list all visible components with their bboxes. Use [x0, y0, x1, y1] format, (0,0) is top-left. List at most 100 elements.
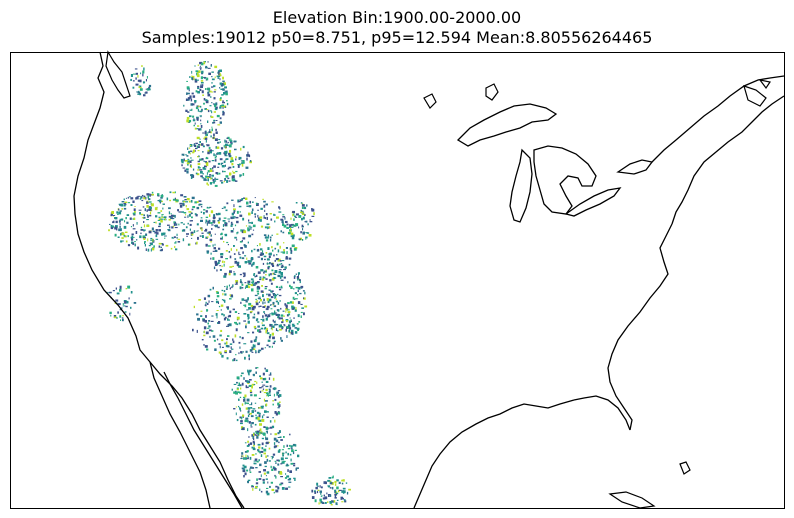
sample-pixel — [249, 456, 252, 460]
sample-pixel — [336, 504, 338, 506]
sample-pixel — [245, 325, 247, 329]
sample-pixel — [124, 235, 127, 238]
sample-pixel — [219, 87, 221, 89]
sample-pixel — [280, 439, 283, 441]
sample-pixel — [265, 274, 267, 276]
sample-pixel — [231, 212, 234, 216]
sample-pixel — [254, 380, 257, 383]
sample-pixel — [235, 406, 237, 408]
sample-pixel — [251, 351, 254, 353]
sample-pixel — [200, 171, 203, 174]
sample-pixel — [220, 233, 222, 236]
sample-pixel — [246, 457, 249, 460]
sample-pixel — [131, 238, 134, 241]
sample-pixel — [233, 140, 235, 143]
sample-pixel — [212, 286, 214, 290]
sample-pixel — [295, 223, 299, 227]
sample-pixel — [239, 416, 242, 419]
sample-pixel — [224, 350, 227, 352]
sample-pixel — [253, 433, 255, 436]
sample-pixel — [297, 454, 300, 458]
sample-pixel — [137, 79, 140, 82]
sample-pixel — [229, 287, 231, 290]
sample-pixel — [234, 258, 237, 260]
sample-pixel — [258, 349, 262, 352]
sample-pixel — [250, 424, 252, 426]
sample-pixel — [141, 217, 144, 219]
sample-pixel — [302, 239, 304, 241]
sample-pixel — [168, 229, 171, 232]
sample-pixel — [253, 325, 256, 329]
sample-pixel — [148, 86, 150, 90]
sample-pixel — [133, 208, 136, 211]
sample-pixel — [238, 205, 242, 208]
sample-pixel — [279, 483, 282, 486]
sample-pixel — [172, 214, 175, 217]
sample-pixel — [272, 377, 275, 381]
sample-pixel — [219, 106, 222, 109]
sample-pixel — [241, 455, 243, 458]
sample-pixel — [207, 93, 211, 97]
sample-pixel — [266, 327, 268, 331]
sample-pixel — [218, 351, 222, 354]
sample-pixel — [217, 166, 220, 168]
sample-pixel — [214, 138, 218, 141]
sample-pixel — [241, 230, 244, 234]
sample-pixel — [282, 326, 284, 328]
sample-pixel — [217, 77, 220, 79]
sample-pixel — [300, 231, 302, 234]
sample-pixel — [206, 144, 210, 147]
sample-pixel — [269, 390, 271, 392]
sample-pixel — [229, 266, 233, 268]
sample-pixel — [280, 218, 284, 221]
sample-pixel — [251, 434, 255, 437]
sample-pixel — [197, 166, 200, 169]
sample-pixel — [215, 106, 218, 109]
sample-pixel — [160, 200, 163, 203]
sample-pixel — [240, 247, 243, 250]
sample-pixel — [162, 207, 164, 210]
sample-pixel — [267, 339, 271, 342]
sample-pixel — [248, 286, 251, 289]
sample-pixel — [284, 477, 288, 479]
sample-pixel — [257, 419, 260, 421]
sample-pixel — [204, 131, 207, 135]
sample-pixel — [241, 198, 244, 201]
sample-pixel — [250, 426, 253, 428]
sample-pixel — [275, 485, 278, 488]
sample-pixel — [158, 225, 161, 228]
sample-pixel — [252, 224, 256, 228]
vancouver-island — [105, 50, 131, 99]
sample-pixel — [229, 343, 233, 345]
sample-pixel — [207, 170, 210, 173]
sample-pixel — [300, 209, 302, 212]
sample-pixel — [206, 309, 208, 312]
sample-pixel — [243, 396, 246, 399]
sample-pixel — [265, 203, 268, 206]
sample-pixel — [238, 322, 241, 325]
sample-pixel — [243, 197, 246, 199]
sample-pixel — [208, 90, 211, 93]
sample-pixel — [224, 342, 226, 345]
sample-pixel — [219, 141, 221, 143]
sample-pixel — [293, 224, 297, 227]
sample-pixel — [320, 492, 322, 495]
sample-pixel — [199, 105, 202, 108]
sample-pixel — [199, 110, 202, 113]
sample-pixel — [175, 223, 178, 226]
sample-pixel — [199, 67, 202, 69]
sample-pixel — [204, 230, 206, 232]
sample-pixel — [243, 275, 245, 278]
sample-pixel — [246, 157, 248, 161]
sample-pixel — [220, 256, 223, 259]
sample-pixel — [228, 180, 231, 182]
sample-pixel — [245, 385, 247, 389]
sample-pixel — [146, 210, 148, 212]
sample-pixel — [248, 384, 252, 387]
sample-pixel — [285, 457, 288, 459]
sample-pixel — [195, 90, 198, 93]
sample-pixel — [294, 292, 297, 295]
sample-pixel — [143, 216, 146, 219]
sample-pixel — [253, 460, 257, 462]
sample-pixel — [260, 327, 263, 330]
